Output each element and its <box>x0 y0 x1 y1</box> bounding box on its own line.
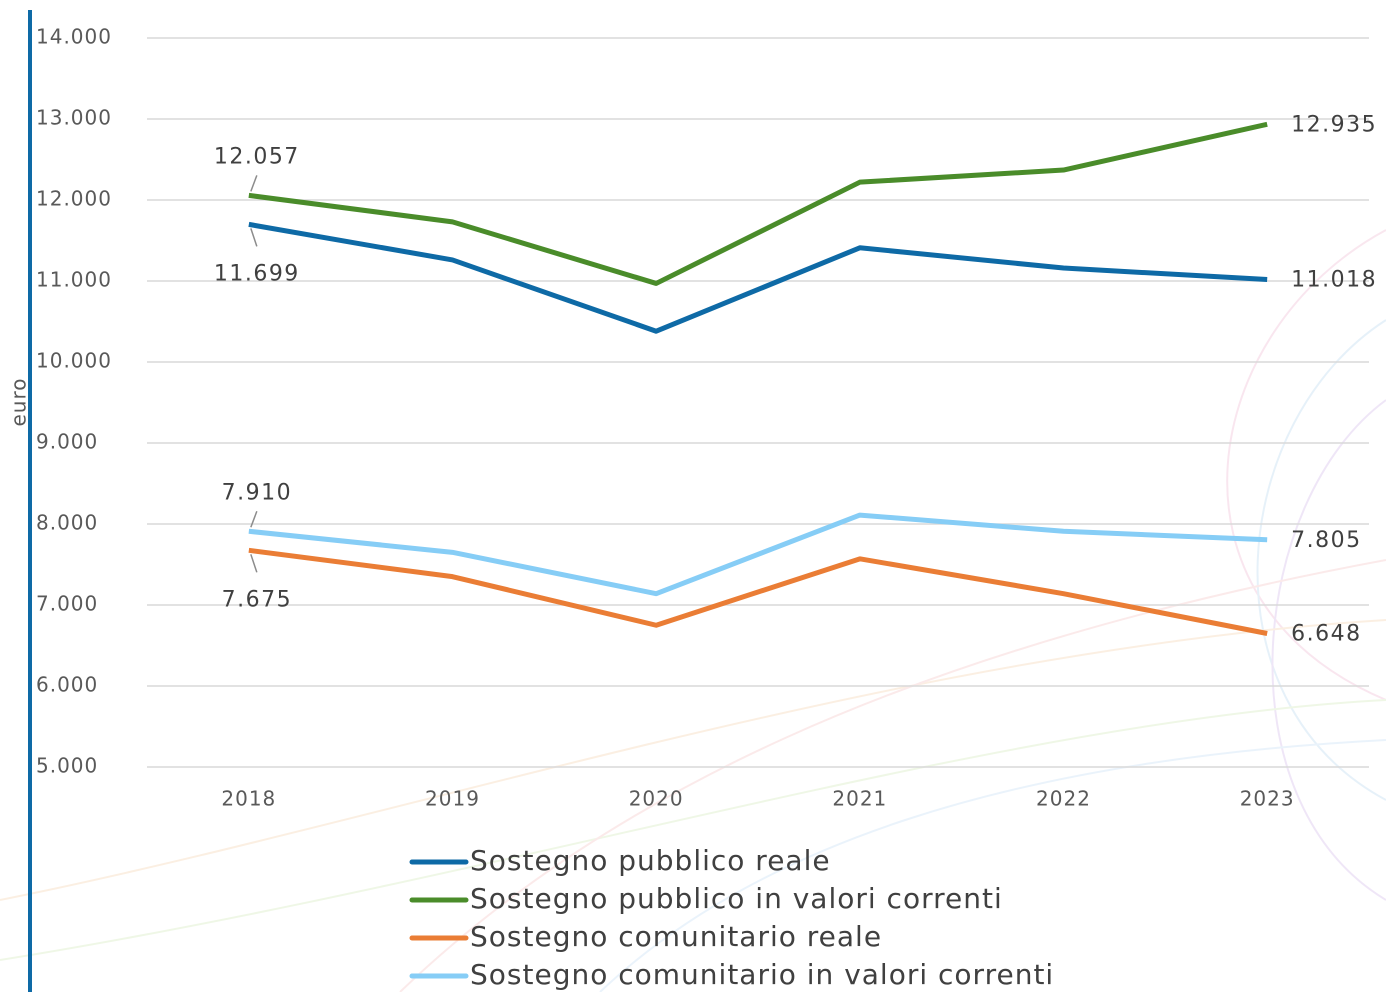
x-tick-label: 2018 <box>221 787 276 811</box>
y-tick-label: 8.000 <box>36 511 98 535</box>
series-line <box>249 224 1267 331</box>
y-tick-label: 6.000 <box>36 673 98 697</box>
y-tick-label: 7.000 <box>36 592 98 616</box>
x-tick-label: 2022 <box>1036 787 1091 811</box>
x-tick-label: 2021 <box>832 787 887 811</box>
leader-line <box>251 554 257 572</box>
y-tick-label: 10.000 <box>36 349 112 373</box>
data-label: 12.057 <box>214 144 300 169</box>
series-line <box>249 515 1267 594</box>
leader-line <box>251 511 257 527</box>
data-label: 11.018 <box>1291 268 1377 293</box>
y-tick-label: 9.000 <box>36 430 98 454</box>
legend-label: Sostegno pubblico reale <box>470 844 831 877</box>
data-label: 7.675 <box>222 587 292 612</box>
leader-line <box>251 228 257 246</box>
data-label: 6.648 <box>1291 622 1361 647</box>
y-tick-label: 14.000 <box>36 25 112 49</box>
y-tick-label: 5.000 <box>36 754 98 778</box>
legend-label: Sostegno comunitario reale <box>470 920 882 953</box>
data-label: 12.935 <box>1291 112 1377 137</box>
leader-line <box>251 175 257 191</box>
data-label: 11.699 <box>214 261 300 286</box>
y-tick-label: 12.000 <box>36 187 112 211</box>
x-tick-label: 2023 <box>1240 787 1295 811</box>
data-label: 7.910 <box>222 480 292 505</box>
y-axis-title: euro <box>7 378 31 427</box>
series-line <box>249 124 1267 283</box>
legend-label: Sostegno pubblico in valori correnti <box>470 882 1003 915</box>
y-tick-label: 11.000 <box>36 268 112 292</box>
x-tick-label: 2020 <box>629 787 684 811</box>
data-label: 7.805 <box>1291 528 1361 553</box>
chart: euro 5.000 6.000 7.000 8.000 9.000 10.000 11.0… <box>0 0 1386 992</box>
x-tick-label: 2019 <box>425 787 480 811</box>
y-tick-label: 13.000 <box>36 106 112 130</box>
legend-label: Sostegno comunitario in valori correnti <box>470 958 1054 991</box>
